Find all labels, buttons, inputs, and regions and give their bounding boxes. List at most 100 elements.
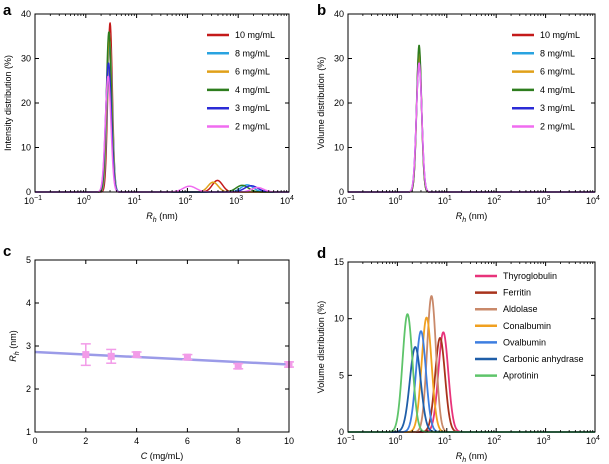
legend-label-d: Aldolase [503,304,538,314]
y-axis-label-d: Volume distribution (%) [316,301,326,394]
legend-label-a: 8 mg/mL [235,48,270,58]
x-tick-exponent: 1 [448,435,452,442]
legend-label-a: 6 mg/mL [235,67,270,77]
legend-label-d: Aprotinin [503,371,539,381]
x-tick-base: 10 [337,436,347,446]
panel-label-c: c [3,243,11,260]
x-tick-label-b: 10−1 [337,195,355,206]
x-tick-label-d: 102 [487,435,501,446]
legend-label-a: 3 mg/mL [235,103,270,113]
x-tick-exponent: 4 [596,195,600,202]
panel-label-b: b [317,2,326,19]
series-line-a [34,40,290,193]
y-tick-label-d: 10 [334,314,344,324]
data-point [234,362,242,370]
x-tick-label-b: 104 [586,195,600,206]
y-tick-label-c: 4 [26,298,31,308]
x-tick-label-b: 103 [537,195,551,206]
x-tick-base: 10 [586,196,596,206]
x-tick-exponent: 3 [547,435,551,442]
x-tick-base: 10 [337,196,347,206]
x-tick-base: 10 [388,436,398,446]
x-tick-exponent: −1 [347,195,355,202]
y-axis-label-unit: (nm) [8,330,18,351]
data-point [107,352,115,360]
y-axis-label-a: Intensity distribution (%) [3,55,13,151]
y-tick-label-b: 0 [339,187,344,197]
y-tick-label-a: 40 [21,9,31,19]
x-axis-label-sub: h [462,457,466,464]
y-tick-label-d: 15 [334,257,344,267]
x-tick-label-a: 104 [280,195,294,206]
x-axis-label-b: Rh (nm) [456,211,487,224]
y-tick-label-a: 20 [21,98,31,108]
legend-label-a: 4 mg/mL [235,85,270,95]
y-tick-label-a: 0 [26,187,31,197]
legend-label-d: Thyroglobulin [503,271,557,281]
x-axis-label-sub: h [462,217,466,224]
series-line-a [34,35,290,193]
y-tick-label-a: 30 [21,54,31,64]
x-tick-label-b: 101 [438,195,452,206]
x-tick-label-c: 0 [32,436,37,446]
legend-label-d: Carbonic anhydrase [503,354,584,364]
legend-label-b: 4 mg/mL [540,85,575,95]
legend-label-d: Ovalbumin [503,337,546,347]
y-tick-label-c: 5 [26,255,31,265]
x-tick-label-a: 103 [229,195,243,206]
x-tick-label-d: 10−1 [337,435,355,446]
x-tick-label-a: 10−1 [24,195,42,206]
x-tick-exponent: 1 [138,195,142,202]
series-line-d [347,316,596,433]
x-tick-label-b: 100 [388,195,402,206]
x-axis-label-unit: (nm) [157,211,178,221]
legend-label-a: 2 mg/mL [235,122,270,132]
x-axis-label-sub: h [153,217,157,224]
x-tick-base: 10 [438,196,448,206]
x-tick-exponent: 0 [398,195,402,202]
data-point [82,351,90,359]
y-tick-label-b: 40 [334,9,344,19]
data-point [183,353,191,361]
series-line-d [347,337,596,433]
x-axis-label-main: R [456,451,463,461]
legend-label-d: Conalbumin [503,321,551,331]
x-tick-exponent: 2 [497,195,501,202]
x-tick-label-d: 103 [537,435,551,446]
x-tick-label-d: 104 [586,435,600,446]
x-tick-label-a: 100 [77,195,91,206]
series-line-d [347,295,596,433]
x-tick-label-c: 10 [284,436,294,446]
fit-line [34,350,290,366]
x-tick-base: 10 [487,196,497,206]
x-axis-label-unit: (nm) [466,451,487,461]
legend-label-b: 6 mg/mL [540,67,575,77]
y-tick-label-c: 1 [26,427,31,437]
y-axis-label-b: Volume distribution (%) [316,57,326,150]
x-axis-label-main: R [146,211,153,221]
x-tick-label-d: 100 [388,435,402,446]
legend-label-b: 8 mg/mL [540,48,575,58]
x-tick-base: 10 [537,436,547,446]
y-tick-label-c: 2 [26,384,31,394]
x-tick-label-c: 4 [134,436,139,446]
x-tick-label-c: 6 [185,436,190,446]
x-axis-label-unit: (nm) [466,211,487,221]
series-line-d [347,313,596,433]
y-tick-label-b: 20 [334,98,344,108]
x-tick-exponent: 4 [290,195,294,202]
y-tick-label-d: 0 [339,427,344,437]
y-tick-label-c: 3 [26,341,31,351]
x-tick-base: 10 [128,196,138,206]
legend-label-b: 10 mg/mL [540,30,580,40]
y-axis-label-sub: h [14,351,21,355]
x-tick-base: 10 [388,196,398,206]
x-tick-label-d: 101 [438,435,452,446]
x-axis-label-d: Rh (nm) [456,451,487,464]
x-tick-base: 10 [24,196,34,206]
panel-label-d: d [317,245,326,262]
y-tick-label-b: 10 [334,143,344,153]
